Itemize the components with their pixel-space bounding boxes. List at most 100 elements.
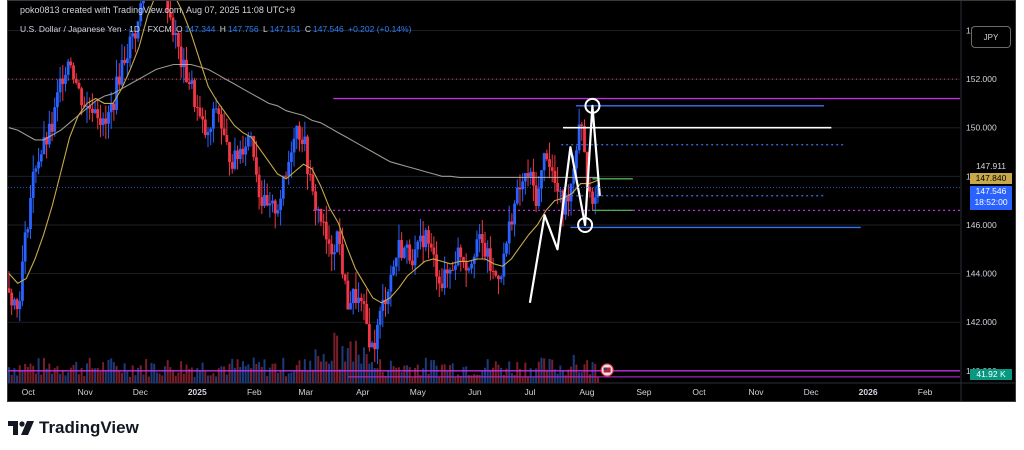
time-axis-label: Dec (133, 387, 149, 397)
volume-bar (153, 363, 156, 383)
volume-bar (180, 361, 183, 383)
candle-body (472, 256, 476, 264)
last-price-value: 147.546 (975, 186, 1007, 196)
candle-body (419, 235, 422, 242)
time-axis-label: Dec (804, 387, 820, 397)
candle-body (45, 137, 49, 145)
candle-body (540, 170, 543, 189)
candle-body (513, 203, 516, 225)
candle-body (209, 128, 213, 132)
candle-body (206, 131, 210, 136)
candle-body (195, 106, 199, 108)
volume-bar (123, 363, 126, 383)
candle-body (298, 125, 301, 140)
volume-bar (368, 363, 371, 383)
candle-body (521, 181, 525, 190)
open-label: O (176, 24, 183, 34)
candle-body (545, 153, 549, 160)
candle-body (580, 124, 584, 127)
time-axis-label: May (410, 387, 427, 397)
volume-bar (266, 375, 269, 383)
candle-body (435, 254, 438, 277)
volume-bar (83, 376, 86, 383)
volume-bar (349, 341, 352, 383)
time-axis-label: Feb (918, 387, 933, 397)
candle-body (69, 61, 73, 66)
candle-body (389, 274, 393, 292)
volume-bar (177, 372, 180, 383)
volume-bar (131, 365, 134, 383)
volume-bar (104, 371, 107, 383)
chart-pane[interactable]: 154.000152.000150.000148.000146.000144.0… (7, 0, 1016, 402)
low-label: L (263, 24, 268, 34)
volume-bar (527, 376, 530, 383)
candle-body (190, 80, 194, 85)
candle-body (257, 174, 261, 198)
volume-bar (290, 372, 293, 383)
volume-bar (567, 369, 570, 383)
candle-body (222, 128, 226, 136)
currency-button[interactable]: JPY (971, 26, 1011, 48)
time-axis-label: Aug (579, 387, 594, 397)
volume-bar (352, 361, 355, 383)
candle-body (12, 299, 16, 306)
volume-bar (516, 361, 519, 383)
candle-body (295, 125, 299, 139)
candle-body (537, 188, 541, 206)
volume-bar (99, 371, 102, 383)
volume-bar (341, 346, 344, 383)
candle-body (440, 283, 444, 289)
candle-body (217, 108, 221, 115)
volume-bar (451, 363, 454, 383)
volume-bar (475, 374, 478, 383)
volume-bar (241, 361, 244, 383)
volume-bar (596, 376, 599, 383)
volume-bar (462, 367, 465, 383)
volume-bar (580, 372, 583, 383)
time-axis-label: Sep (636, 387, 651, 397)
candle-body (244, 146, 248, 155)
candle-body (56, 92, 59, 108)
candle-body (133, 33, 137, 39)
volume-bar (139, 365, 142, 383)
candle-body (335, 231, 339, 253)
symbol-legend[interactable]: U.S. Dollar / Japanese Yen · 1D · FXCM O… (20, 24, 413, 34)
candle-body (303, 136, 307, 144)
candle-body (532, 171, 535, 186)
candle-body (507, 221, 511, 244)
price-chart[interactable]: 154.000152.000150.000148.000146.000144.0… (8, 1, 1016, 402)
price-tick-label: 150.000 (966, 123, 997, 133)
change-value: +0.202 (+0.14%) (348, 24, 412, 34)
candle-body (427, 230, 430, 244)
tradingview-logo[interactable]: TradingView (8, 418, 139, 438)
candle-body (211, 108, 215, 129)
volume-bar (381, 372, 384, 383)
volume-bar (406, 365, 409, 383)
candle-body (93, 109, 97, 113)
candle-body (47, 123, 51, 145)
candle-body (475, 239, 479, 257)
volume-bar (521, 376, 524, 383)
candle-body (402, 247, 406, 258)
volume-bar (362, 347, 365, 383)
candle-body (316, 208, 320, 211)
volume-bar (134, 375, 137, 383)
candle-body (37, 161, 40, 169)
price-tick-label: 152.000 (966, 74, 997, 84)
candle-body (171, 17, 175, 36)
candle-body (107, 112, 110, 124)
candle-body (341, 244, 344, 275)
volume-bar (373, 368, 376, 383)
volume-bar (325, 361, 328, 383)
candle-body (376, 324, 379, 350)
candle-body (23, 232, 27, 262)
candle-body (311, 174, 315, 192)
volume-bar (201, 362, 204, 383)
price-tag-ma: 147.840 (970, 173, 1012, 184)
volume-bar (397, 367, 400, 383)
candle-body (327, 239, 331, 244)
candle-body (39, 154, 43, 162)
volume-bar (338, 369, 341, 383)
volume-bar (384, 375, 387, 383)
